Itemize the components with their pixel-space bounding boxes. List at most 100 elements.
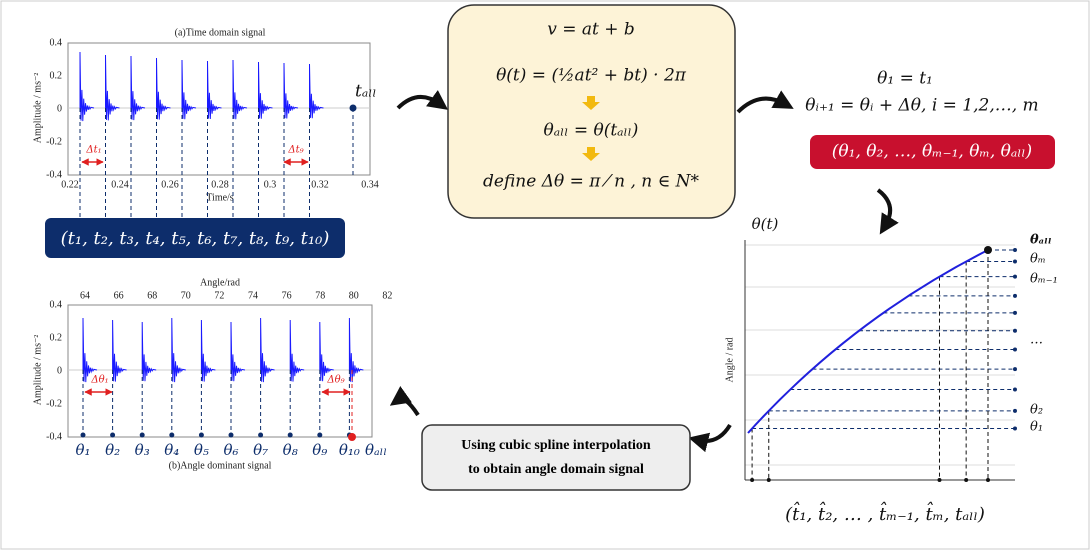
- theta-label: θ₉: [312, 441, 327, 459]
- t-hat-sequence: (t̂₁, t̂₂, … , t̂ₘ₋₁, t̂ₘ, tₐₗₗ): [785, 500, 985, 525]
- theta-all-dot: [348, 433, 356, 441]
- equation: v = at + b: [547, 20, 635, 40]
- theta-dot: [228, 432, 234, 438]
- t-sequence-box: [45, 218, 345, 258]
- y-tick-label: 0.2: [50, 332, 63, 343]
- theta-label: θ₂: [105, 441, 120, 459]
- level-dot: [1013, 408, 1017, 413]
- panel-title: (a)Time domain signal: [175, 27, 266, 38]
- level-dot: [1013, 293, 1017, 298]
- theta-dot: [198, 432, 204, 438]
- time-dot: [937, 478, 942, 482]
- y-tick-label: -0.2: [46, 136, 62, 147]
- theta-dot: [80, 432, 86, 438]
- level-dot: [1013, 328, 1017, 333]
- level-label: θₘ₋₁: [1030, 272, 1058, 287]
- interpolation-box: [421, 424, 691, 491]
- level-label: θ₂: [1030, 403, 1043, 418]
- theta-label: θ₄: [164, 441, 179, 459]
- theta-dot: [317, 432, 323, 438]
- signal-spike: [130, 55, 146, 121]
- y-label: Amplitude / ms⁻²: [32, 73, 43, 144]
- level-label: θₐₗₗ: [1030, 233, 1052, 248]
- time-dot: [986, 478, 990, 482]
- top-label: Angle/rad: [200, 277, 240, 288]
- theta-label: θ₁: [75, 441, 90, 459]
- signal-spike: [230, 321, 246, 382]
- top-tick-label: 76: [282, 290, 292, 301]
- x-tick-label: 0.34: [361, 179, 379, 190]
- level-label: θ₁: [1030, 420, 1043, 435]
- level-dot: [1013, 387, 1017, 392]
- angle-curve: θₐₗₗ θₘ θₘ₋₁ … θ₂ θ₁: [744, 233, 1058, 482]
- level-dot: [1013, 347, 1017, 352]
- interpolation-text: Using cubic spline interpolation: [461, 438, 651, 453]
- y-tick-label: -0.4: [46, 431, 62, 442]
- signal-spike: [105, 54, 120, 121]
- theta-all-label: θₐₗₗ: [365, 441, 387, 459]
- arrow: [736, 90, 794, 114]
- signal-spike: [171, 317, 186, 383]
- top-tick-label: 82: [382, 290, 392, 301]
- level-label: …: [1030, 333, 1043, 348]
- top-tick-label: 70: [181, 290, 191, 301]
- panel-b: 0.4 0.2 0 -0.2 -0.4 64 66 68 70 72 74 76 78 80 82 θ₁ θ₂ θ…: [46, 290, 392, 459]
- signal-spike: [348, 317, 364, 383]
- t-all-label: tₐₗₗ: [355, 82, 376, 102]
- t-sequence: (t₁, t₂, t₃, t₄, t₅, t₆, t₇, t₈, t₉, t₁₀…: [61, 228, 330, 249]
- interpolation-text: to obtain angle domain signal: [468, 462, 644, 477]
- delta-label: Δθ₉: [326, 375, 344, 386]
- signal-spike: [319, 321, 334, 382]
- theta-sequence-box: [810, 135, 1055, 169]
- y-label: Angle / rad: [724, 338, 735, 383]
- signal-spike: [289, 319, 305, 382]
- level-dot: [1013, 367, 1017, 372]
- theta-label: θ₆: [223, 441, 238, 459]
- theta-dot: [110, 432, 116, 438]
- arrow: [876, 188, 899, 235]
- equation: θ(t) = (½at² + bt) · 2π: [496, 66, 687, 86]
- theta-label: θ₇: [253, 441, 268, 459]
- y-tick-label: 0.4: [50, 299, 63, 310]
- x-tick-label: 0.22: [61, 179, 79, 190]
- arrow: [389, 386, 420, 417]
- level-dot: [1013, 426, 1017, 431]
- theta-dot: [287, 432, 293, 438]
- theta-label: θ₁₀: [339, 441, 360, 459]
- top-tick-label: 66: [114, 290, 124, 301]
- x-tick-label: 0.32: [311, 179, 329, 190]
- theta-dot: [258, 432, 264, 438]
- signal-spike: [200, 319, 216, 382]
- top-tick-label: 64: [80, 290, 90, 301]
- arrow: [688, 423, 732, 453]
- theta-label: θ₈: [283, 441, 298, 459]
- theta-sequence: (θ₁, θ₂, …, θₘ₋₁, θₘ, θₐₗₗ): [832, 142, 1032, 162]
- level-dot: [1013, 248, 1017, 252]
- y-tick-label: 0.4: [50, 37, 63, 48]
- signal-spike: [283, 62, 299, 119]
- level-dot: [1013, 310, 1017, 315]
- signal-spike: [82, 317, 98, 383]
- signal-spike: [156, 57, 171, 120]
- theta-label: θ₅: [194, 441, 209, 459]
- y-tick-label: 0.2: [50, 70, 63, 81]
- theta-dot: [139, 432, 145, 438]
- signal-spike: [79, 51, 95, 122]
- time-dot: [750, 478, 755, 482]
- end-dot: [984, 246, 992, 254]
- y-tick-label: -0.2: [46, 398, 62, 409]
- signal-spike: [260, 317, 275, 383]
- top-tick-label: 74: [248, 290, 258, 301]
- panel-title: (b)Angle dominant signal: [169, 460, 272, 471]
- signal-spike: [181, 59, 197, 120]
- y-label: Amplitude / ms⁻²: [32, 335, 43, 406]
- recursion: θ₁ = t₁: [877, 69, 933, 89]
- recursion: θᵢ₊₁ = θᵢ + Δθ, i = 1,2,…, m: [805, 96, 1038, 116]
- y-tick-label: 0: [57, 365, 62, 376]
- x-label: Time/s: [206, 192, 234, 203]
- y-tick-label: 0: [57, 103, 62, 114]
- arrow: [396, 90, 449, 110]
- delta-label: Δθ₁: [90, 375, 108, 386]
- delta-label: Δt₉: [287, 145, 303, 156]
